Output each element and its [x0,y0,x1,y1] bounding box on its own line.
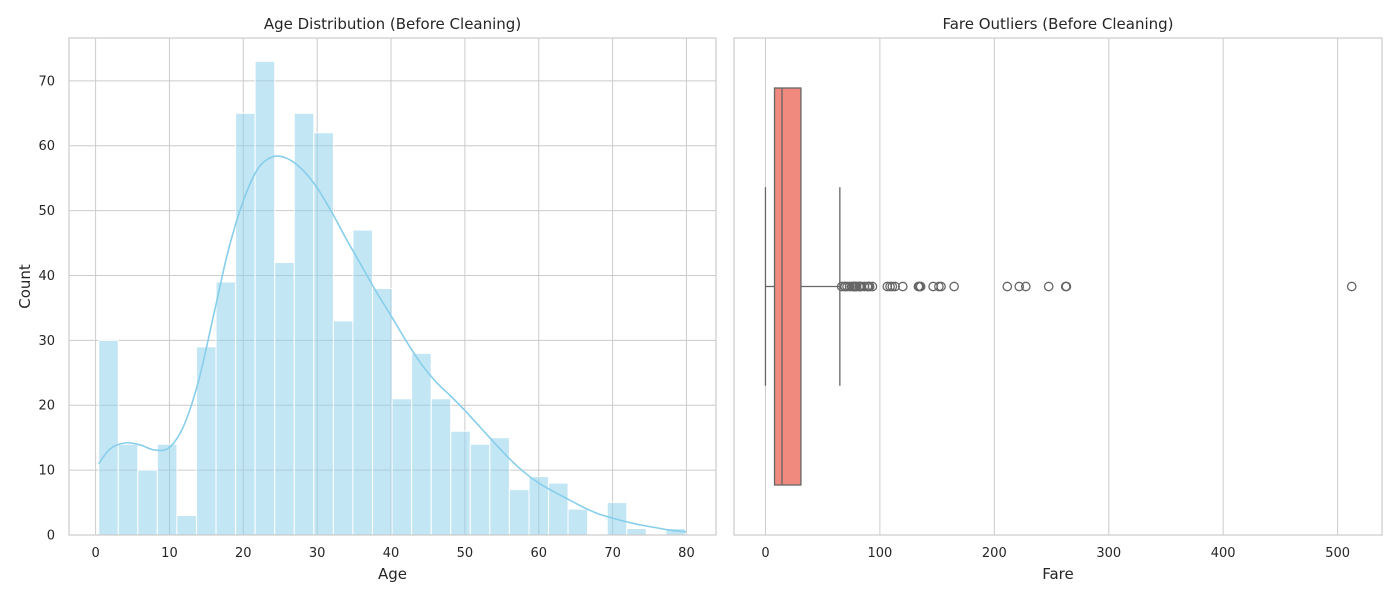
age-bar [117,443,139,536]
age-x-tick-label: 0 [91,546,99,561]
age-bar [450,430,471,536]
fare-x-tick-label: 300 [1096,546,1121,561]
age-chart-title: Age Distribution (Before Cleaning) [264,15,521,33]
fare-outlier-point [890,281,900,292]
fare-iqr-box [773,87,802,486]
fare-boxplot [764,87,841,486]
fare-x-tick-label: 100 [867,546,892,561]
age-kde-curve [98,155,687,533]
age-x-tick-label: 80 [678,546,695,561]
age-x-tick-label: 50 [457,546,474,561]
age-x-tick-label: 60 [530,546,547,561]
fare-outlier-point [949,281,959,292]
age-bar [371,287,393,536]
age-bar [293,112,315,536]
age-bar [528,476,549,536]
age-bar [508,489,530,536]
age-bar [313,132,334,536]
fare-x-tick-label: 200 [982,546,1007,561]
age-bar [254,60,276,536]
age-bar [391,398,413,536]
age-bar [235,112,256,536]
age-plot-frame [68,37,717,536]
age-bar [137,469,158,536]
fare-x-tick-label: 0 [761,546,769,561]
age-y-tick-label: 50 [38,204,55,219]
fare-x-ticks: 0 100 200 300 400 500 [761,546,1350,561]
fare-outlier-point [915,281,926,292]
age-histogram-panel: 0 10 20 30 40 50 60 70 80 0 10 20 30 40 50 60 70 Age Di… [16,15,717,583]
fare-outlier-point [897,281,908,292]
age-bar [215,281,237,536]
age-bar [332,320,354,536]
age-bar [567,508,589,536]
age-x-tick-label: 10 [161,546,178,561]
age-bar [176,515,197,536]
age-x-ticks: 0 10 20 30 40 50 60 70 80 [91,546,694,561]
fare-outlier-point [1043,281,1054,292]
fare-outliers [836,281,1357,292]
age-x-tick-label: 40 [383,546,400,561]
age-x-axis-label: Age [378,565,407,583]
fare-boxplot-panel: 0 100 200 300 400 500 Fare Outliers (Before C… [733,15,1383,583]
age-bar [274,261,295,536]
age-x-tick-label: 20 [235,546,252,561]
age-bar [430,398,452,536]
age-y-tick-label: 20 [38,399,55,414]
age-bar [411,352,432,536]
age-bar [469,443,491,536]
age-histogram-bars [98,60,686,536]
fare-outlier-point [1061,281,1072,292]
age-bar [626,528,647,536]
age-bar [352,229,373,536]
age-y-axis-label: Count [16,264,34,309]
age-y-ticks: 0 10 20 30 40 50 60 70 [38,74,55,543]
age-y-tick-label: 0 [47,529,55,544]
fare-outlier-point [936,281,946,292]
fare-x-axis-label: Fare [1042,565,1074,583]
age-y-tick-label: 30 [38,334,55,349]
age-x-tick-label: 30 [309,546,326,561]
age-y-tick-label: 70 [38,74,55,89]
age-y-tick-label: 40 [38,269,55,284]
fare-outlier-point [1014,281,1025,292]
fare-x-tick-label: 400 [1211,546,1236,561]
fare-outlier-point [867,281,878,292]
age-y-tick-label: 10 [38,464,55,479]
fare-outlier-point [864,281,875,292]
fare-outlier-point [887,281,898,292]
fare-outlier-point [1020,281,1031,292]
fare-outlier-point [1346,281,1357,292]
fare-chart-title: Fare Outliers (Before Cleaning) [942,15,1173,33]
fare-plot-frame [733,37,1383,536]
age-x-tick-label: 70 [604,546,621,561]
age-bar [489,437,510,536]
fare-x-tick-label: 500 [1325,546,1350,561]
fare-outlier-point [1002,281,1013,292]
age-bar [98,339,119,536]
age-bar [156,443,178,536]
age-y-tick-label: 60 [38,139,55,154]
